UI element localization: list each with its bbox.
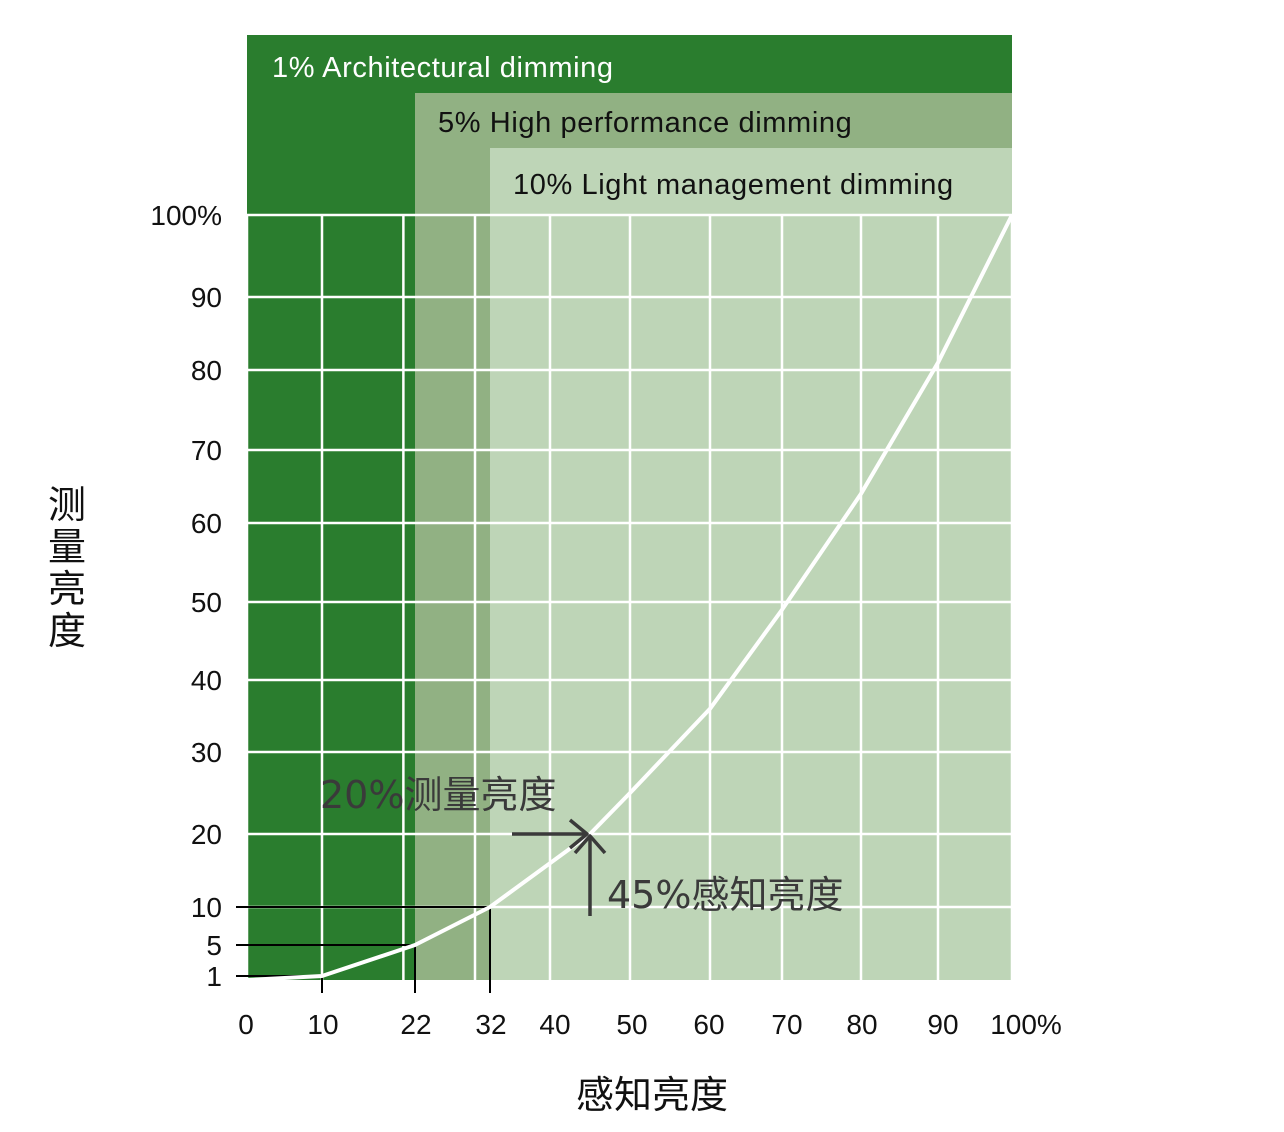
y-axis-title: 测量亮度 — [48, 483, 86, 653]
x-tick-label: 0 — [238, 1009, 254, 1040]
y-tick-label: 1 — [206, 961, 222, 992]
x-axis-title: 感知亮度 — [576, 1073, 728, 1117]
arrow-right-head-icon — [568, 818, 589, 850]
y-tick-label: 30 — [191, 737, 222, 768]
reference-lines — [236, 906, 491, 993]
band-label-2: 5% High performance dimming — [438, 107, 852, 139]
band-3 — [490, 148, 1012, 980]
y-tick-label: 70 — [191, 435, 222, 466]
y-tick-label: 80 — [191, 355, 222, 386]
y-tick-label: 5 — [206, 930, 222, 961]
x-tick-label: 40 — [539, 1009, 570, 1040]
y-tick-label: 20 — [191, 819, 222, 850]
y-tick-label: 40 — [191, 665, 222, 696]
curve-layer — [246, 214, 1014, 982]
band-label-1: 1% Architectural dimming — [272, 52, 614, 84]
grid — [245, 213, 1014, 980]
x-tick-label: 90 — [927, 1009, 958, 1040]
arrow-up-head-icon — [573, 834, 607, 855]
band-label-3: 10% Light management dimming — [513, 169, 954, 201]
y-tick-label: 10 — [191, 892, 222, 923]
x-tick-label: 50 — [616, 1009, 647, 1040]
curve-line — [246, 214, 1014, 982]
x-tick-label: 60 — [693, 1009, 724, 1040]
x-tick-label: 32 — [475, 1009, 506, 1040]
annotation-measured: 20%测量亮度 — [320, 773, 556, 817]
annotation-perceived: 45%感知亮度 — [607, 873, 843, 917]
x-tick-label: 10 — [307, 1009, 338, 1040]
y-tick-label: 50 — [191, 587, 222, 618]
y-tick-label: 60 — [191, 508, 222, 539]
tick-labels: 15 10 20 30 40 50 60 70 80 90 100% 0 10 22 32 40 50 60 70 8… — [150, 200, 1061, 1040]
x-tick-label: 100% — [990, 1009, 1062, 1040]
y-tick-label: 100% — [150, 200, 222, 231]
x-tick-label: 80 — [846, 1009, 877, 1040]
annotations: 20%测量亮度 45%感知亮度 — [320, 773, 843, 917]
x-tick-label: 22 — [400, 1009, 431, 1040]
y-tick-label: 90 — [191, 282, 222, 313]
x-tick-label: 70 — [771, 1009, 802, 1040]
